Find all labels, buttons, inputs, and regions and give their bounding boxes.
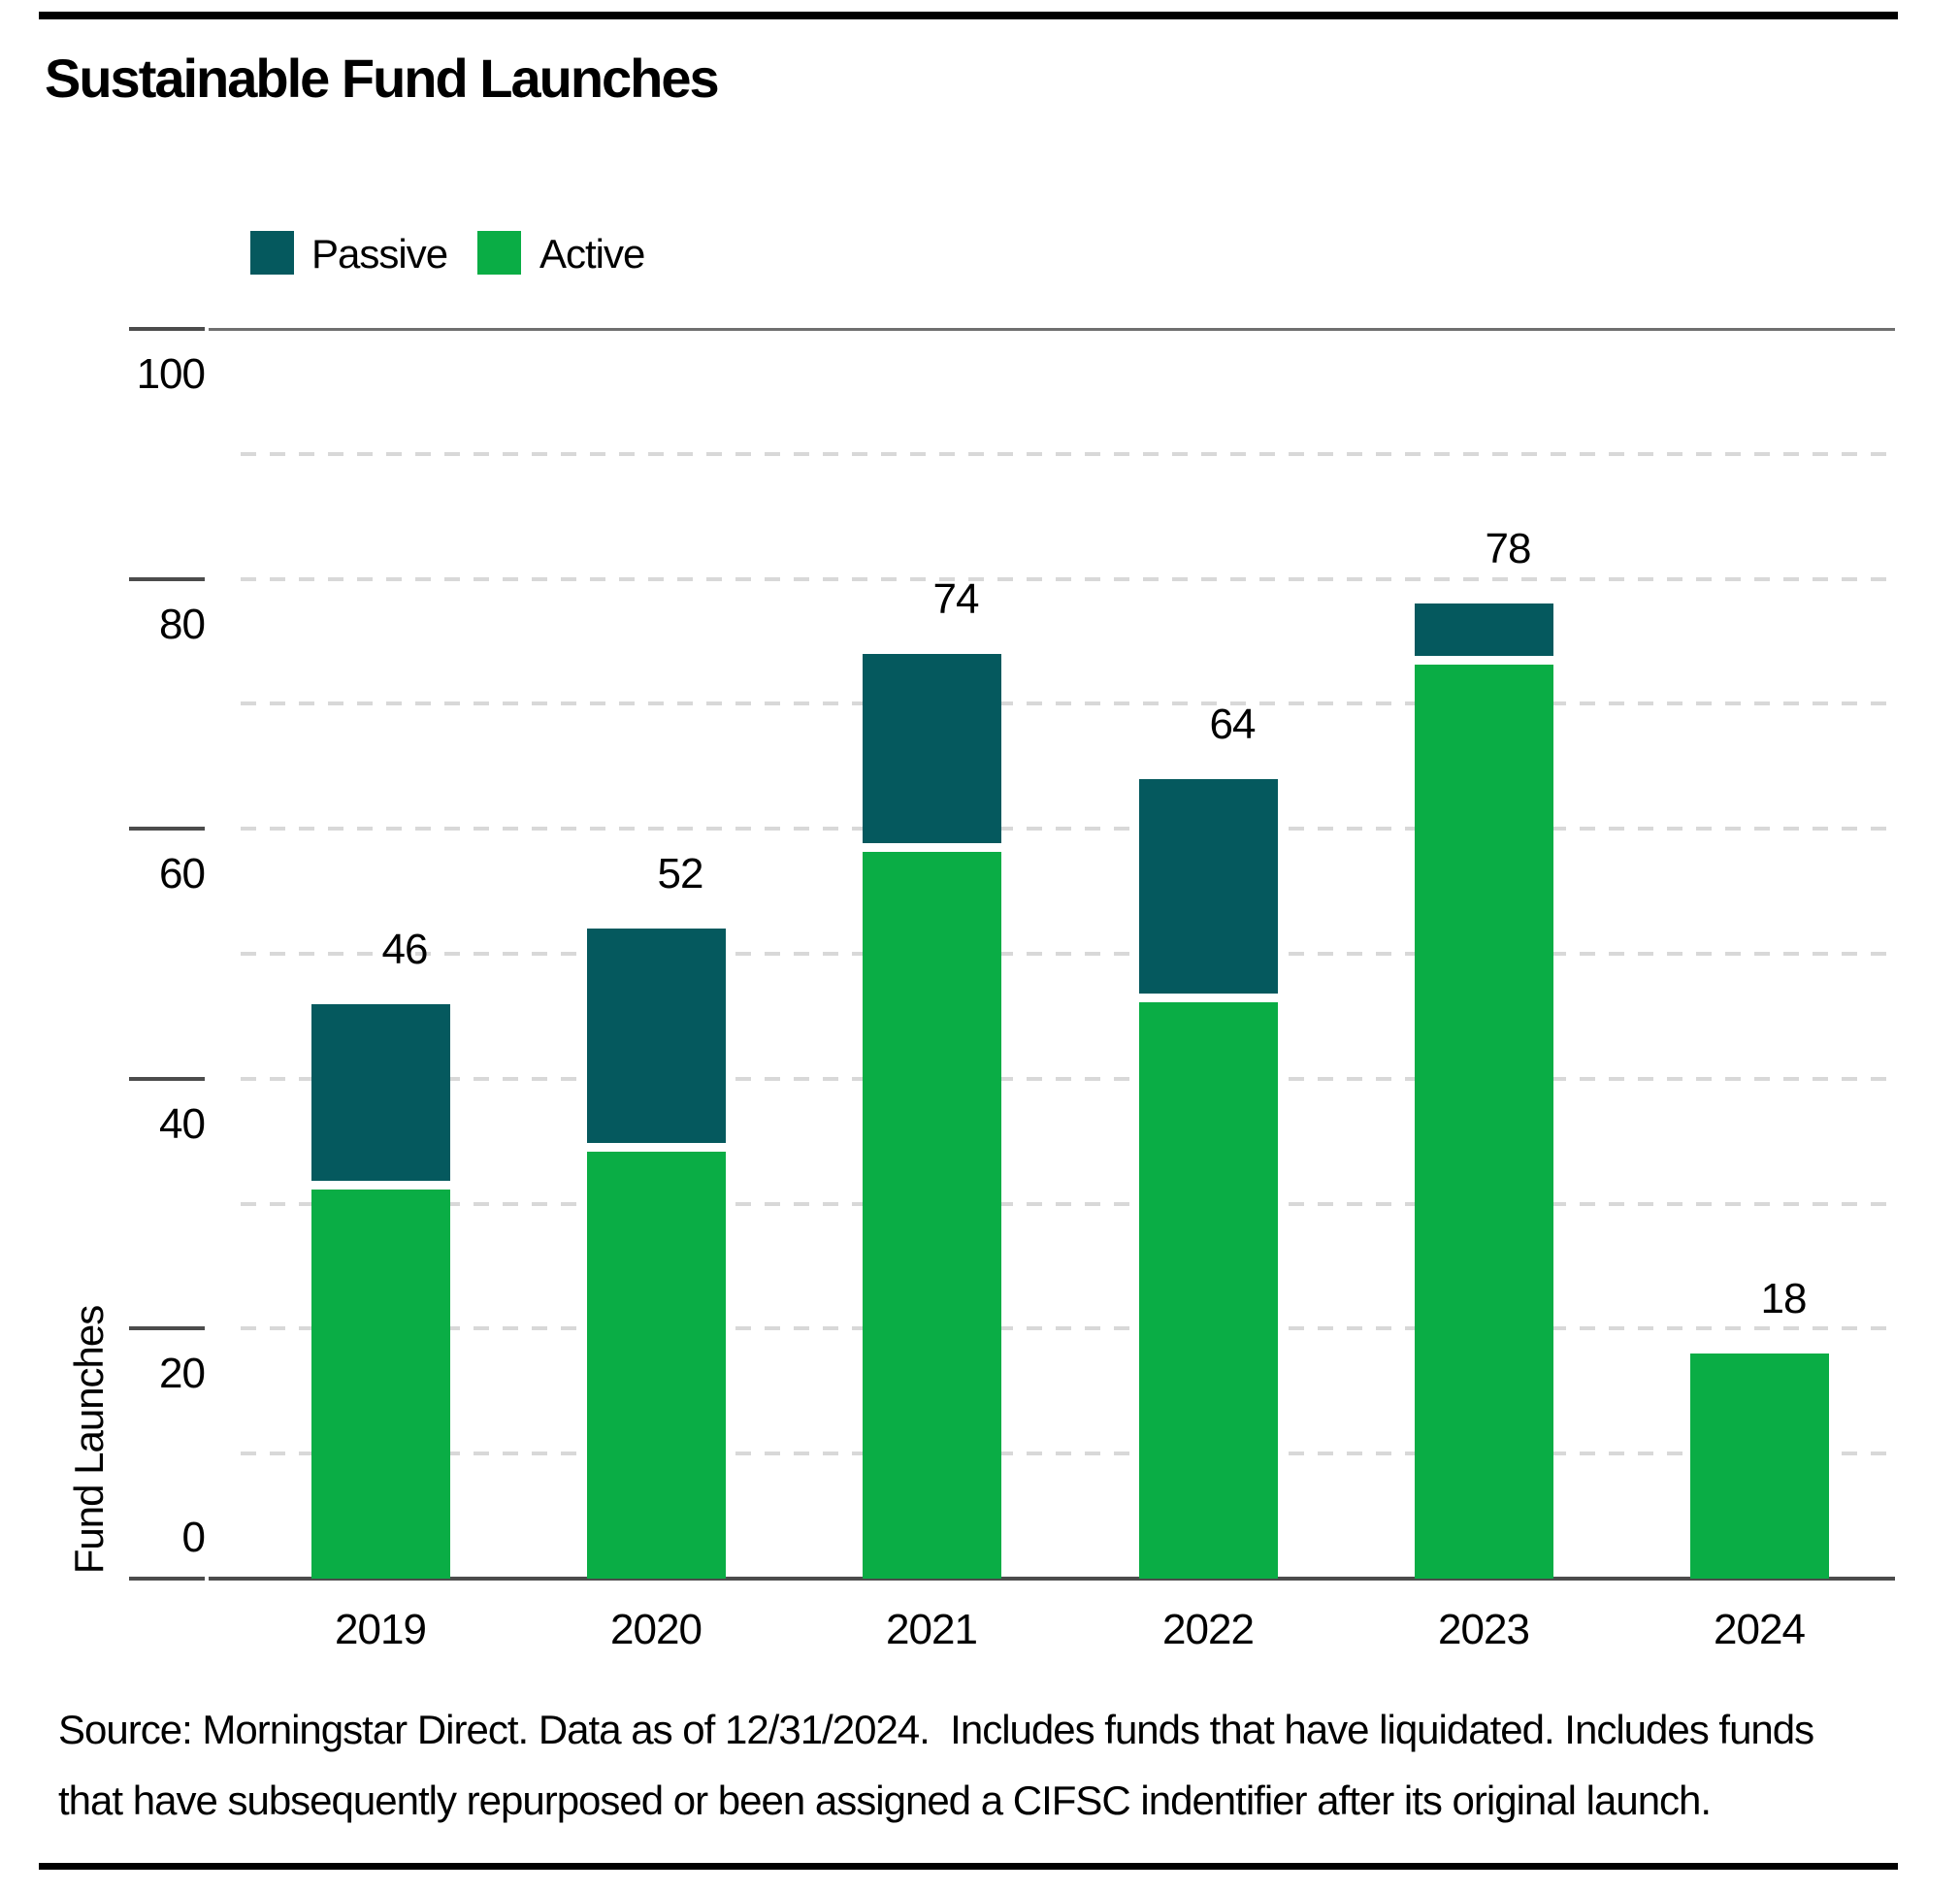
- legend-swatch-active: [477, 231, 521, 275]
- gridline-100: [209, 328, 1895, 331]
- bar-total-label-2020: 52: [657, 850, 704, 898]
- x-tick-label-2019: 2019: [335, 1606, 427, 1653]
- bar-2022-passive: [1138, 778, 1278, 994]
- legend-label-passive: Passive: [311, 231, 448, 277]
- bar-total-label-2024: 18: [1760, 1275, 1808, 1323]
- gridline-20: [241, 1326, 1895, 1331]
- x-axis-line: [209, 1577, 1895, 1581]
- gridline-10: [241, 1452, 1895, 1456]
- bar-2021-active: [862, 852, 1001, 1579]
- bar-2024-active: [1689, 1354, 1829, 1579]
- bar-2022-active: [1138, 1001, 1278, 1579]
- chart-title: Sustainable Fund Launches: [45, 48, 720, 109]
- y-tick-0: [129, 1577, 205, 1581]
- gridline-80: [241, 576, 1895, 581]
- bar-2023-active: [1414, 664, 1553, 1579]
- legend-label-active: Active: [539, 231, 645, 277]
- x-tick-label-2020: 2020: [610, 1606, 702, 1653]
- x-tick-label-2021: 2021: [886, 1606, 978, 1653]
- y-tick-100: [129, 327, 205, 331]
- source-note-line2: that have subsequently repurposed or bee…: [58, 1778, 1712, 1823]
- gridline-40: [241, 1076, 1895, 1081]
- y-tick-label-0: 0: [181, 1514, 206, 1561]
- source-note-line1: Source: Morningstar Direct. Data as of 1…: [58, 1707, 1814, 1752]
- y-tick-label-60: 60: [159, 850, 206, 898]
- y-tick-20: [129, 1326, 205, 1331]
- y-tick-label-20: 20: [159, 1350, 206, 1398]
- bar-2019-passive: [310, 1003, 450, 1181]
- bar-2020-passive: [586, 929, 726, 1144]
- top-rule: [39, 12, 1898, 19]
- gridline-30: [241, 1201, 1895, 1206]
- gridline-70: [241, 701, 1895, 706]
- bar-total-label-2021: 74: [932, 574, 980, 623]
- bar-total-label-2023: 78: [1485, 525, 1532, 573]
- bar-total-label-2019: 46: [381, 925, 429, 973]
- gridline-60: [241, 827, 1895, 832]
- y-tick-80: [129, 576, 205, 581]
- y-tick-label-100: 100: [136, 350, 206, 398]
- y-tick-label-40: 40: [159, 1099, 206, 1148]
- source-note: Source: Morningstar Direct. Data as of 1…: [58, 1694, 1814, 1836]
- legend-swatch-passive: [250, 231, 294, 275]
- bar-2020-active: [586, 1152, 726, 1579]
- y-tick-label-80: 80: [159, 600, 206, 648]
- bar-total-label-2022: 64: [1209, 700, 1257, 748]
- bottom-rule: [39, 1863, 1898, 1870]
- y-tick-40: [129, 1076, 205, 1081]
- bar-2021-passive: [862, 653, 1001, 844]
- x-tick-label-2023: 2023: [1438, 1606, 1530, 1653]
- x-tick-label-2024: 2024: [1714, 1606, 1806, 1653]
- bar-2023-passive: [1414, 603, 1553, 656]
- bar-2019-active: [310, 1189, 450, 1579]
- y-axis-title: Fund Launches: [66, 1305, 112, 1575]
- gridline-90: [241, 451, 1895, 456]
- x-tick-label-2022: 2022: [1162, 1606, 1255, 1653]
- y-tick-60: [129, 827, 205, 832]
- gridline-50: [241, 952, 1895, 956]
